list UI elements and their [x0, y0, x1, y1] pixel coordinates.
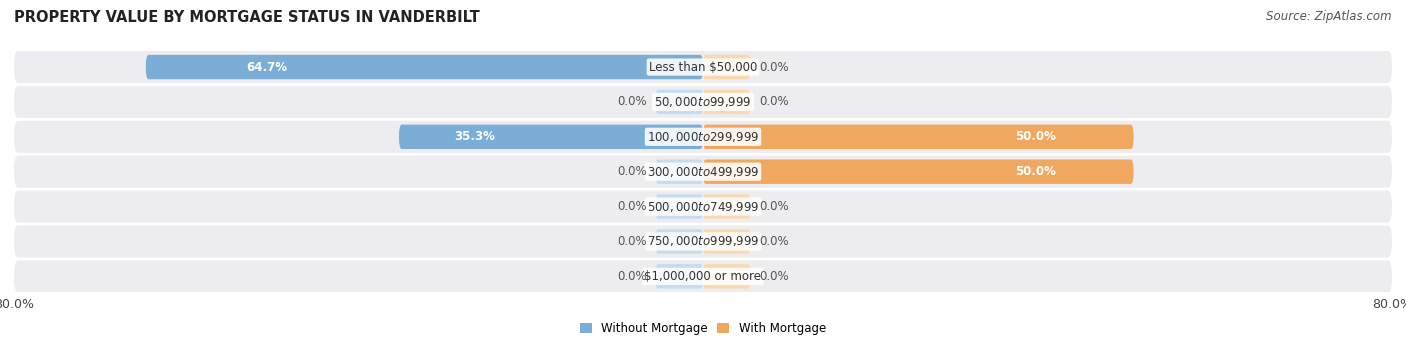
FancyBboxPatch shape	[703, 229, 751, 254]
FancyBboxPatch shape	[146, 55, 703, 79]
FancyBboxPatch shape	[703, 264, 751, 289]
Text: 35.3%: 35.3%	[454, 130, 495, 143]
FancyBboxPatch shape	[14, 225, 1392, 257]
FancyBboxPatch shape	[703, 90, 751, 114]
Text: 0.0%: 0.0%	[617, 165, 647, 178]
FancyBboxPatch shape	[14, 156, 1392, 188]
FancyBboxPatch shape	[655, 90, 703, 114]
Text: $1,000,000 or more: $1,000,000 or more	[644, 270, 762, 283]
Text: $500,000 to $749,999: $500,000 to $749,999	[647, 200, 759, 214]
Text: 0.0%: 0.0%	[759, 96, 789, 108]
Text: $100,000 to $299,999: $100,000 to $299,999	[647, 130, 759, 144]
Text: 0.0%: 0.0%	[617, 200, 647, 213]
Text: 0.0%: 0.0%	[617, 270, 647, 283]
Text: 0.0%: 0.0%	[617, 235, 647, 248]
FancyBboxPatch shape	[703, 124, 1133, 149]
FancyBboxPatch shape	[655, 159, 703, 184]
Text: 50.0%: 50.0%	[1015, 130, 1056, 143]
FancyBboxPatch shape	[655, 229, 703, 254]
Text: 50.0%: 50.0%	[1015, 165, 1056, 178]
FancyBboxPatch shape	[14, 51, 1392, 83]
FancyBboxPatch shape	[14, 121, 1392, 153]
Text: PROPERTY VALUE BY MORTGAGE STATUS IN VANDERBILT: PROPERTY VALUE BY MORTGAGE STATUS IN VAN…	[14, 10, 479, 25]
Text: $50,000 to $99,999: $50,000 to $99,999	[654, 95, 752, 109]
Text: $750,000 to $999,999: $750,000 to $999,999	[647, 235, 759, 249]
FancyBboxPatch shape	[655, 264, 703, 289]
FancyBboxPatch shape	[14, 260, 1392, 292]
Text: 0.0%: 0.0%	[617, 96, 647, 108]
Legend: Without Mortgage, With Mortgage: Without Mortgage, With Mortgage	[575, 317, 831, 340]
FancyBboxPatch shape	[14, 86, 1392, 118]
Text: 64.7%: 64.7%	[246, 61, 287, 73]
FancyBboxPatch shape	[655, 194, 703, 219]
Text: 0.0%: 0.0%	[759, 270, 789, 283]
FancyBboxPatch shape	[703, 55, 751, 79]
FancyBboxPatch shape	[703, 194, 751, 219]
FancyBboxPatch shape	[703, 159, 1133, 184]
FancyBboxPatch shape	[14, 190, 1392, 223]
Text: $300,000 to $499,999: $300,000 to $499,999	[647, 165, 759, 179]
Text: 0.0%: 0.0%	[759, 200, 789, 213]
Text: Less than $50,000: Less than $50,000	[648, 61, 758, 73]
Text: 0.0%: 0.0%	[759, 235, 789, 248]
Text: Source: ZipAtlas.com: Source: ZipAtlas.com	[1267, 10, 1392, 23]
FancyBboxPatch shape	[399, 124, 703, 149]
Text: 0.0%: 0.0%	[759, 61, 789, 73]
